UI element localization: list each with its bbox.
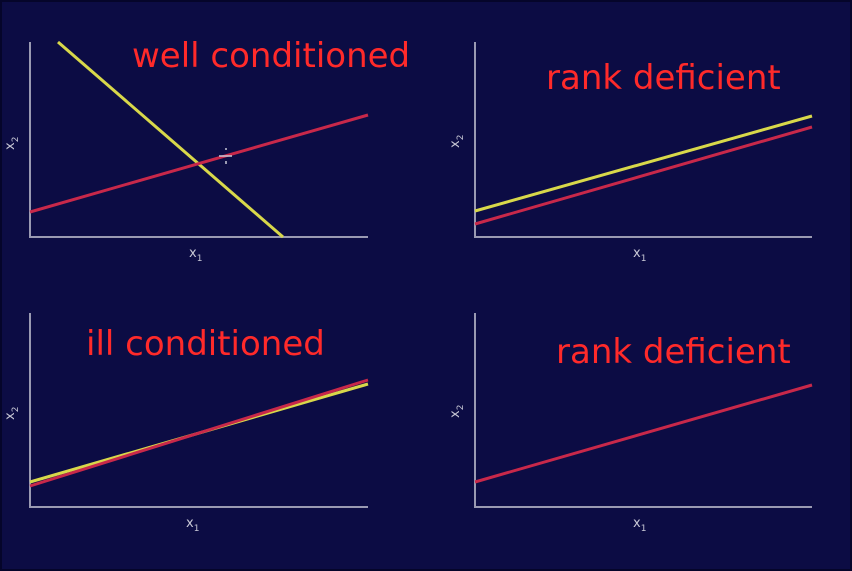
y-axis-label: x2 <box>448 135 466 148</box>
panel-caption: rank deficient <box>556 332 791 372</box>
y-axis-label: x2 <box>448 405 466 418</box>
equation-line-red <box>474 383 813 484</box>
equation-line-yellow <box>474 114 813 213</box>
axes <box>474 313 812 508</box>
x-axis-label: x1 <box>633 246 646 264</box>
panel-rank-deficient-parallel: rank deficient x1 x2 <box>448 42 813 264</box>
panel-ill-conditioned: ill conditioned x1 x2 <box>3 313 369 534</box>
x-axis-label: x1 <box>186 516 199 534</box>
equation-line-red <box>29 378 369 488</box>
equation-line-red <box>29 113 369 214</box>
panel-caption: rank deficient <box>546 58 781 98</box>
axes <box>29 313 368 508</box>
panel-caption: ill conditioned <box>86 324 325 364</box>
y-axis-label: x2 <box>3 137 21 150</box>
equation-line-yellow <box>57 40 284 239</box>
panel-caption: well conditioned <box>132 36 410 76</box>
axes <box>29 42 368 238</box>
axes <box>474 42 812 238</box>
y-axis-label: x2 <box>3 407 21 420</box>
panel-well-conditioned: well conditioned x1 x2 <box>3 36 410 264</box>
panel-rank-deficient-coincident: rank deficient x1 x2 <box>448 313 813 534</box>
x-axis-label: x1 <box>189 246 202 264</box>
x-axis-label: x1 <box>633 516 646 534</box>
equation-line-red <box>474 125 813 226</box>
intersection-marker <box>219 148 232 164</box>
